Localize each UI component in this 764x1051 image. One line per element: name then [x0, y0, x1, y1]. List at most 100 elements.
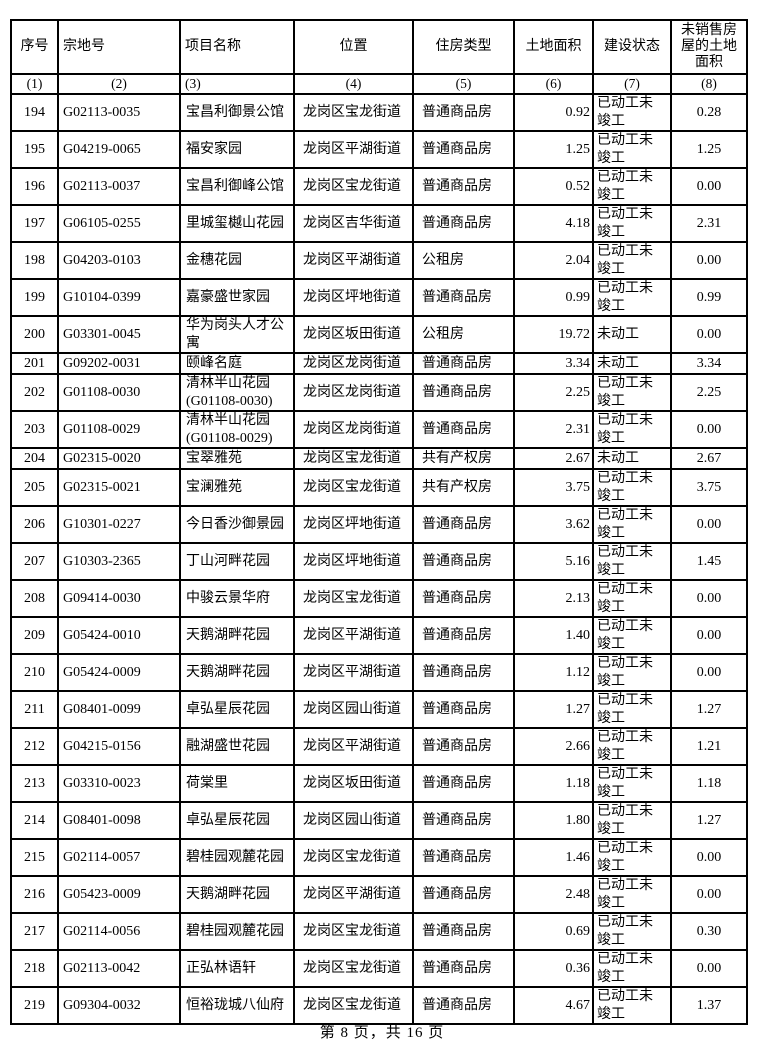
- cell-parcel-number: G03301-0045: [57, 315, 181, 354]
- cell-unsold-land-area: 0.00: [670, 616, 748, 655]
- table-header: 序号 宗地号 项目名称 位置 住房类型 土地面积 建设状态 未销售房 屋的土地 …: [10, 19, 748, 95]
- cell-construction-status: 已动工未 竣工: [592, 653, 672, 692]
- cell-parcel-number: G02114-0056: [57, 912, 181, 951]
- cell-construction-status: 已动工未 竣工: [592, 241, 672, 280]
- cell-serial-number: 211: [10, 690, 59, 729]
- cell-housing-type: 普通商品房: [412, 130, 515, 169]
- cell-location: 龙岗区龙岗街道: [293, 373, 414, 412]
- cell-location: 龙岗区吉华街道: [293, 204, 414, 243]
- cell-project-name: 卓弘星辰花园: [179, 690, 295, 729]
- cell-construction-status: 已动工未 竣工: [592, 167, 672, 206]
- cell-location: 龙岗区平湖街道: [293, 130, 414, 169]
- cell-project-name: 福安家园: [179, 130, 295, 169]
- cell-project-name: 中骏云景华府: [179, 579, 295, 618]
- table-row: 214 G08401-0098 卓弘星辰花园 龙岗区园山街道 普通商品房 1.8…: [10, 801, 748, 840]
- cell-housing-type: 普通商品房: [412, 167, 515, 206]
- table-row: 194 G02113-0035 宝昌利御景公馆 龙岗区宝龙街道 普通商品房 0.…: [10, 93, 748, 132]
- cell-housing-type: 普通商品房: [412, 727, 515, 766]
- cell-housing-type: 普通商品房: [412, 986, 515, 1025]
- cell-parcel-number: G08401-0098: [57, 801, 181, 840]
- cell-construction-status: 已动工未 竣工: [592, 130, 672, 169]
- cell-land-area: 3.62: [513, 505, 594, 544]
- cell-location: 龙岗区园山街道: [293, 690, 414, 729]
- cell-unsold-land-area: 3.75: [670, 468, 748, 507]
- cell-location: 龙岗区平湖街道: [293, 653, 414, 692]
- cell-unsold-land-area: 1.27: [670, 690, 748, 729]
- cell-location: 龙岗区宝龙街道: [293, 986, 414, 1025]
- cell-parcel-number: G02315-0020: [57, 447, 181, 470]
- cell-construction-status: 已动工未 竣工: [592, 93, 672, 132]
- table-row: 206 G10301-0227 今日香沙御景园 龙岗区坪地街道 普通商品房 3.…: [10, 505, 748, 544]
- cell-parcel-number: G09414-0030: [57, 579, 181, 618]
- cell-project-name: 丁山河畔花园: [179, 542, 295, 581]
- column-index-5: (5): [412, 73, 515, 95]
- cell-serial-number: 205: [10, 468, 59, 507]
- cell-land-area: 1.40: [513, 616, 594, 655]
- table-row: 205 G02315-0021 宝澜雅苑 龙岗区宝龙街道 共有产权房 3.75 …: [10, 468, 748, 507]
- cell-land-area: 0.52: [513, 167, 594, 206]
- cell-serial-number: 219: [10, 986, 59, 1025]
- cell-unsold-land-area: 1.45: [670, 542, 748, 581]
- cell-parcel-number: G05423-0009: [57, 875, 181, 914]
- cell-housing-type: 公租房: [412, 315, 515, 354]
- table-row: 203 G01108-0029 清林半山花园 (G01108-0029) 龙岗区…: [10, 410, 748, 449]
- cell-parcel-number: G05424-0010: [57, 616, 181, 655]
- header-project-name: 项目名称: [179, 19, 295, 75]
- cell-project-name: 华为岗头人才公 寓: [179, 315, 295, 354]
- table-row: 207 G10303-2365 丁山河畔花园 龙岗区坪地街道 普通商品房 5.1…: [10, 542, 748, 581]
- cell-serial-number: 217: [10, 912, 59, 951]
- cell-land-area: 0.92: [513, 93, 594, 132]
- cell-construction-status: 已动工未 竣工: [592, 727, 672, 766]
- cell-land-area: 4.18: [513, 204, 594, 243]
- cell-project-name: 宝昌利御景公馆: [179, 93, 295, 132]
- cell-land-area: 2.48: [513, 875, 594, 914]
- cell-unsold-land-area: 0.00: [670, 167, 748, 206]
- cell-construction-status: 已动工未 竣工: [592, 278, 672, 317]
- cell-housing-type: 公租房: [412, 241, 515, 280]
- cell-housing-type: 普通商品房: [412, 352, 515, 375]
- cell-construction-status: 已动工未 竣工: [592, 579, 672, 618]
- cell-location: 龙岗区坂田街道: [293, 315, 414, 354]
- cell-land-area: 1.80: [513, 801, 594, 840]
- cell-serial-number: 216: [10, 875, 59, 914]
- cell-location: 龙岗区龙岗街道: [293, 410, 414, 449]
- cell-land-area: 3.75: [513, 468, 594, 507]
- cell-serial-number: 202: [10, 373, 59, 412]
- cell-housing-type: 普通商品房: [412, 93, 515, 132]
- cell-parcel-number: G02113-0042: [57, 949, 181, 988]
- cell-parcel-number: G10301-0227: [57, 505, 181, 544]
- cell-unsold-land-area: 0.00: [670, 410, 748, 449]
- cell-construction-status: 已动工未 竣工: [592, 542, 672, 581]
- column-index-8: (8): [670, 73, 748, 95]
- cell-parcel-number: G04219-0065: [57, 130, 181, 169]
- table-row: 199 G10104-0399 嘉豪盛世家园 龙岗区坪地街道 普通商品房 0.9…: [10, 278, 748, 317]
- cell-housing-type: 普通商品房: [412, 204, 515, 243]
- cell-project-name: 恒裕珑城八仙府: [179, 986, 295, 1025]
- cell-land-area: 4.67: [513, 986, 594, 1025]
- column-index-6: (6): [513, 73, 594, 95]
- cell-serial-number: 214: [10, 801, 59, 840]
- cell-land-area: 0.69: [513, 912, 594, 951]
- cell-construction-status: 已动工未 竣工: [592, 949, 672, 988]
- cell-land-area: 3.34: [513, 352, 594, 375]
- header-location: 位置: [293, 19, 414, 75]
- table-row: 198 G04203-0103 金穗花园 龙岗区平湖街道 公租房 2.04 已动…: [10, 241, 748, 280]
- cell-unsold-land-area: 0.00: [670, 949, 748, 988]
- cell-parcel-number: G04215-0156: [57, 727, 181, 766]
- cell-land-area: 1.46: [513, 838, 594, 877]
- cell-parcel-number: G10303-2365: [57, 542, 181, 581]
- table-row: 215 G02114-0057 碧桂园观麓花园 龙岗区宝龙街道 普通商品房 1.…: [10, 838, 748, 877]
- cell-construction-status: 已动工未 竣工: [592, 204, 672, 243]
- cell-unsold-land-area: 1.21: [670, 727, 748, 766]
- cell-land-area: 2.13: [513, 579, 594, 618]
- cell-project-name: 里城玺樾山花园: [179, 204, 295, 243]
- cell-unsold-land-area: 0.28: [670, 93, 748, 132]
- cell-construction-status: 已动工未 竣工: [592, 986, 672, 1025]
- cell-project-name: 今日香沙御景园: [179, 505, 295, 544]
- cell-location: 龙岗区宝龙街道: [293, 167, 414, 206]
- cell-project-name: 清林半山花园 (G01108-0030): [179, 373, 295, 412]
- cell-land-area: 1.12: [513, 653, 594, 692]
- cell-unsold-land-area: 0.00: [670, 315, 748, 354]
- cell-housing-type: 普通商品房: [412, 801, 515, 840]
